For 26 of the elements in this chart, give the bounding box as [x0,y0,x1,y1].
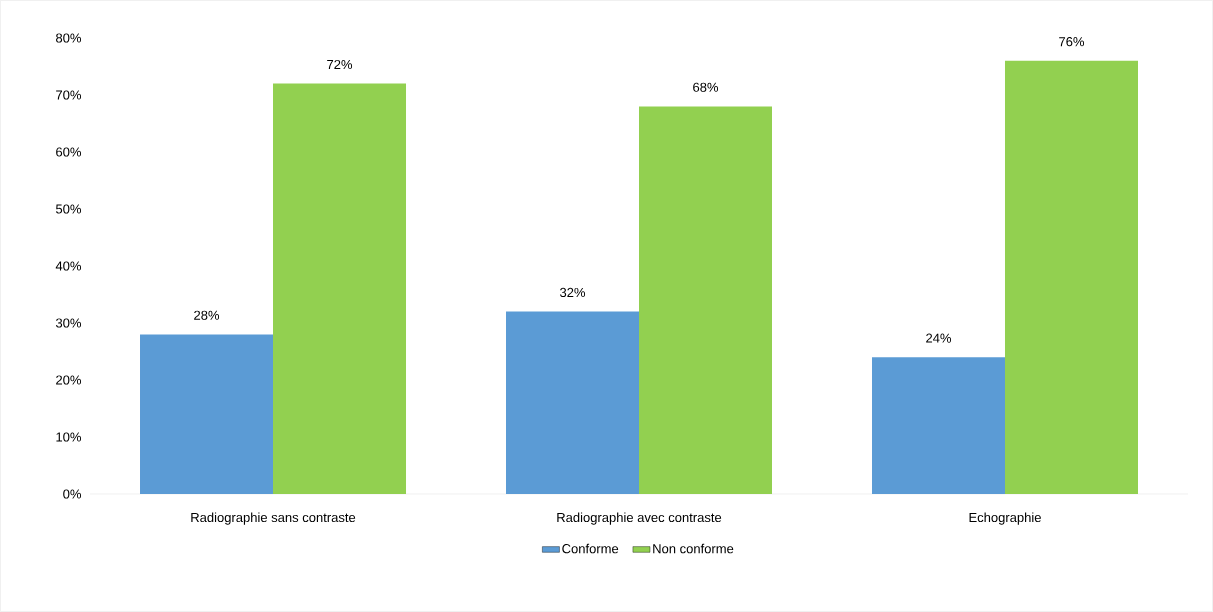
y-tick-label: 40% [55,261,82,271]
data-label: 28% [194,310,220,320]
data-label: 68% [693,82,719,92]
bar [140,334,274,494]
y-tick-label: 80% [56,33,82,43]
x-tick-label: Radiographie sans contraste [191,512,356,525]
y-tick-label: 60% [56,147,82,157]
bar [1005,60,1138,494]
bar [639,106,772,494]
legend-label: Conforme [562,543,619,554]
y-tick-label: 70% [56,90,82,100]
y-tick-label: 50% [55,204,82,214]
y-tick-label: 20% [56,375,82,385]
data-label: 32% [560,287,586,298]
data-label: 24% [926,333,952,343]
data-label: 76% [1059,37,1085,47]
y-tick-label: 30% [55,318,82,328]
y-tick-label: 10% [56,432,82,442]
bar [273,83,407,494]
data-label: 72% [327,59,353,70]
x-tick-label: Radiographie avec contraste [557,512,722,525]
bar [506,311,639,494]
legend-label: Non conforme [653,543,734,554]
y-tick-label: 0% [63,489,82,499]
x-tick-label: Echographie [969,512,1041,525]
bar [872,357,1005,494]
